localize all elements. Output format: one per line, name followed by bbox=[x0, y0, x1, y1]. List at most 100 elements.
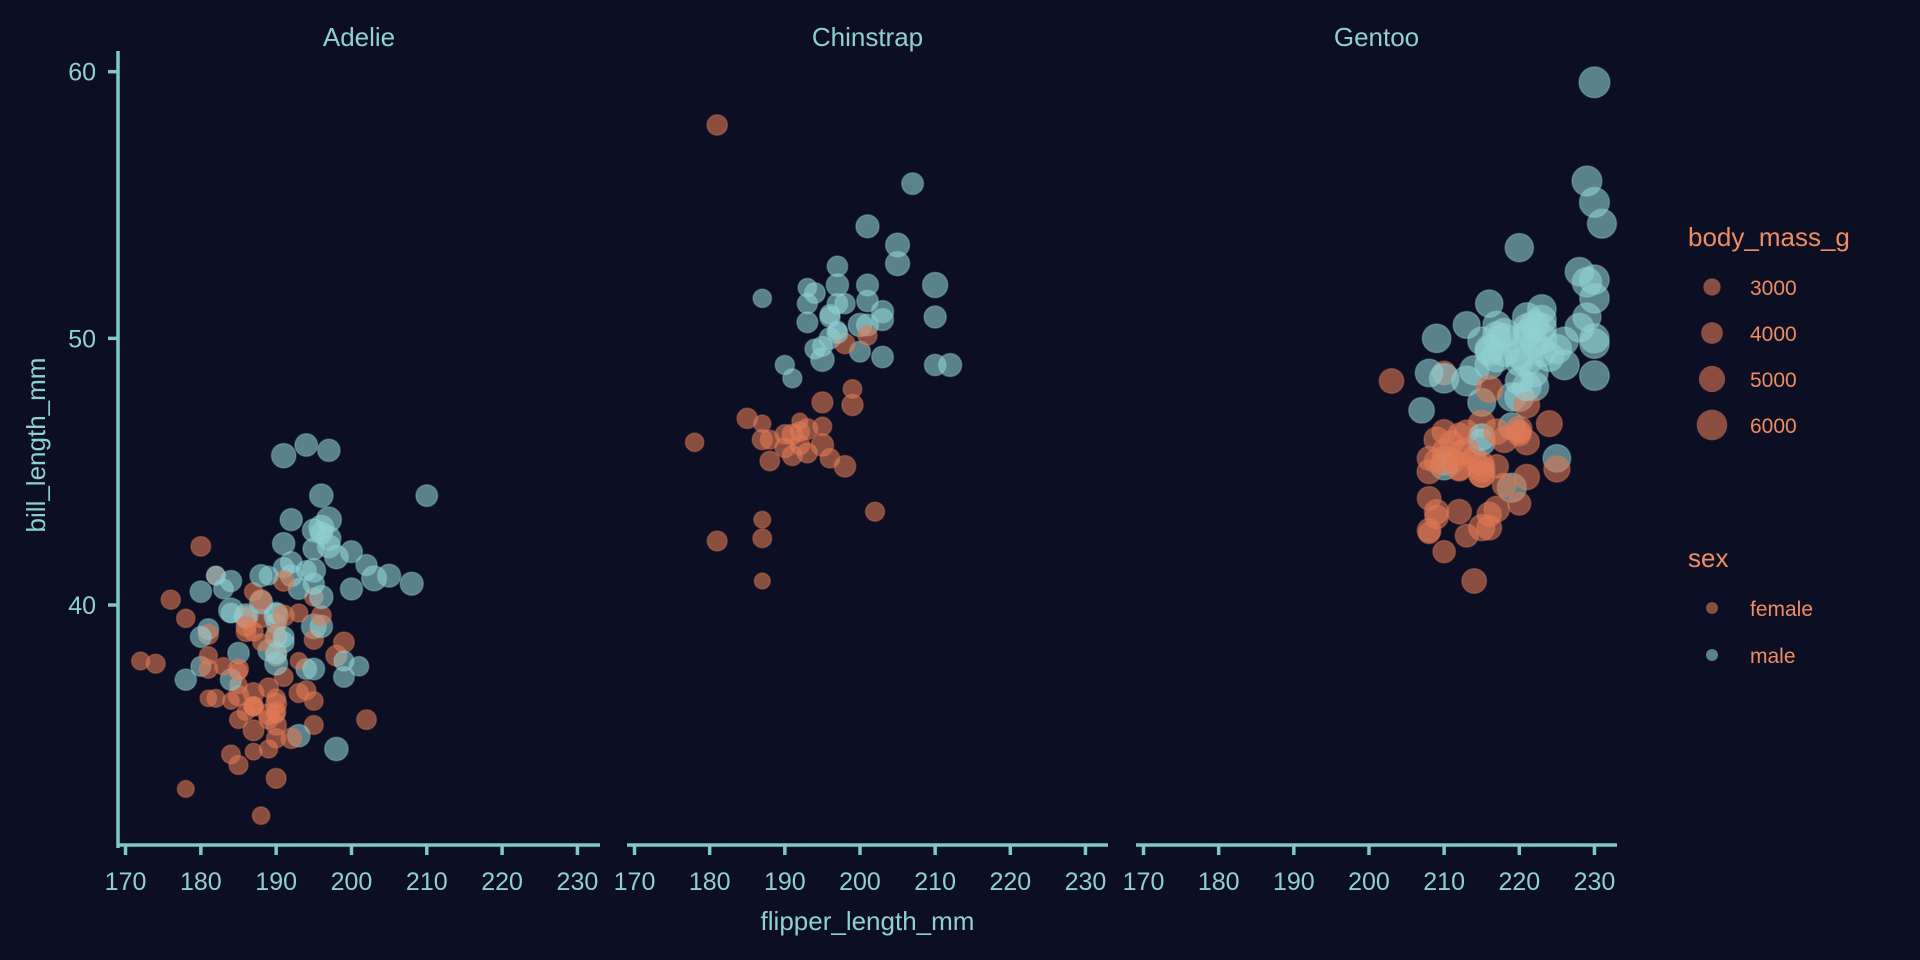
y-axis-title: bill_length_mm bbox=[21, 358, 51, 533]
data-point-female bbox=[1378, 367, 1405, 395]
data-point-male bbox=[921, 271, 949, 299]
data-point-female bbox=[1513, 463, 1541, 491]
data-point-female bbox=[272, 604, 296, 628]
size-legend-label: 4000 bbox=[1750, 323, 1797, 346]
data-point-female bbox=[266, 688, 287, 709]
x-tick-label: 230 bbox=[1574, 868, 1616, 896]
data-point-male bbox=[1421, 323, 1452, 354]
data-point-male bbox=[752, 288, 773, 309]
data-point-female bbox=[759, 429, 781, 450]
x-tick-label: 230 bbox=[557, 868, 599, 896]
data-point-male bbox=[270, 442, 297, 469]
data-point-female bbox=[706, 530, 728, 552]
data-point-female bbox=[684, 432, 705, 453]
x-tick-label: 180 bbox=[180, 868, 222, 896]
data-point-female bbox=[198, 645, 219, 666]
data-point-male bbox=[279, 507, 304, 532]
data-point-male bbox=[870, 307, 895, 332]
y-tick-label: 50 bbox=[68, 325, 96, 353]
data-point-female bbox=[176, 779, 195, 799]
x-tick-label: 190 bbox=[764, 868, 806, 896]
data-point-female bbox=[175, 608, 196, 629]
size-legend-label: 3000 bbox=[1750, 277, 1797, 300]
data-point-male bbox=[900, 172, 925, 196]
data-point-male bbox=[826, 321, 849, 345]
x-tick-label: 170 bbox=[614, 868, 656, 896]
size-legend-key bbox=[1696, 409, 1728, 441]
data-point-female bbox=[753, 510, 772, 529]
data-point-female bbox=[1432, 539, 1457, 564]
x-tick-label: 180 bbox=[689, 868, 731, 896]
x-tick-label: 190 bbox=[1273, 868, 1315, 896]
x-axis-title: flipper_length_mm bbox=[761, 906, 975, 936]
color-legend-key bbox=[1706, 649, 1718, 661]
data-point-male bbox=[1571, 165, 1603, 197]
data-point-female bbox=[1454, 523, 1479, 548]
data-point-male bbox=[294, 432, 319, 458]
data-point-female bbox=[221, 691, 241, 711]
data-point-male bbox=[937, 352, 963, 378]
data-point-female bbox=[759, 450, 781, 472]
data-point-male bbox=[189, 625, 213, 649]
size-legend-label: 5000 bbox=[1750, 369, 1797, 392]
data-point-male bbox=[316, 438, 341, 463]
size-legend-key bbox=[1698, 365, 1726, 393]
data-point-female bbox=[1475, 374, 1504, 404]
x-tick-label: 200 bbox=[1348, 868, 1390, 896]
x-tick-label: 220 bbox=[1498, 868, 1540, 896]
data-point-male bbox=[309, 521, 334, 545]
data-point-female bbox=[295, 679, 317, 701]
data-point-female bbox=[235, 615, 257, 638]
data-point-male bbox=[923, 305, 948, 329]
data-point-female bbox=[811, 391, 834, 414]
data-point-female bbox=[228, 709, 249, 730]
data-point-male bbox=[272, 625, 295, 649]
data-point-female bbox=[1506, 491, 1532, 516]
data-point-female bbox=[1446, 498, 1473, 525]
data-point-male bbox=[205, 565, 227, 587]
data-point-male bbox=[1428, 362, 1460, 394]
data-point-female bbox=[303, 714, 325, 736]
data-point-male bbox=[333, 650, 355, 672]
data-point-female bbox=[250, 588, 273, 611]
data-point-male bbox=[308, 483, 334, 509]
data-point-female bbox=[857, 325, 878, 346]
data-point-female bbox=[1423, 498, 1450, 525]
size-legend-label: 6000 bbox=[1750, 415, 1797, 438]
data-point-male bbox=[415, 484, 439, 508]
data-point-male bbox=[1488, 335, 1521, 368]
data-point-female bbox=[228, 662, 249, 682]
data-point-female bbox=[752, 414, 772, 434]
data-point-male bbox=[1572, 302, 1602, 332]
y-tick-label: 40 bbox=[68, 592, 96, 620]
data-point-female bbox=[199, 689, 218, 708]
data-point-male bbox=[1519, 329, 1549, 359]
data-point-male bbox=[302, 657, 326, 681]
data-point-female bbox=[242, 719, 265, 742]
x-tick-label: 170 bbox=[105, 868, 147, 896]
data-point-female bbox=[819, 447, 841, 469]
x-tick-label: 210 bbox=[914, 868, 956, 896]
x-tick-label: 200 bbox=[839, 868, 881, 896]
x-tick-label: 210 bbox=[406, 868, 448, 896]
data-point-female bbox=[1535, 409, 1564, 438]
data-point-male bbox=[870, 345, 895, 369]
data-point-female bbox=[791, 412, 809, 430]
data-point-male bbox=[1511, 371, 1542, 402]
data-point-female bbox=[243, 696, 264, 717]
x-tick-label: 190 bbox=[255, 868, 297, 896]
x-tick-label: 170 bbox=[1123, 868, 1165, 896]
data-point-male bbox=[855, 289, 880, 313]
data-point-female bbox=[864, 501, 886, 522]
data-point-male bbox=[804, 338, 826, 360]
data-point-male bbox=[258, 565, 279, 586]
size-legend-title: body_mass_g bbox=[1688, 222, 1850, 252]
data-point-male bbox=[833, 292, 856, 315]
data-point-female bbox=[752, 528, 773, 549]
color-legend-label: female bbox=[1750, 598, 1813, 621]
data-point-female bbox=[130, 651, 151, 671]
x-tick-label: 180 bbox=[1198, 868, 1240, 896]
data-point-male bbox=[884, 232, 911, 258]
data-point-male bbox=[355, 553, 378, 577]
